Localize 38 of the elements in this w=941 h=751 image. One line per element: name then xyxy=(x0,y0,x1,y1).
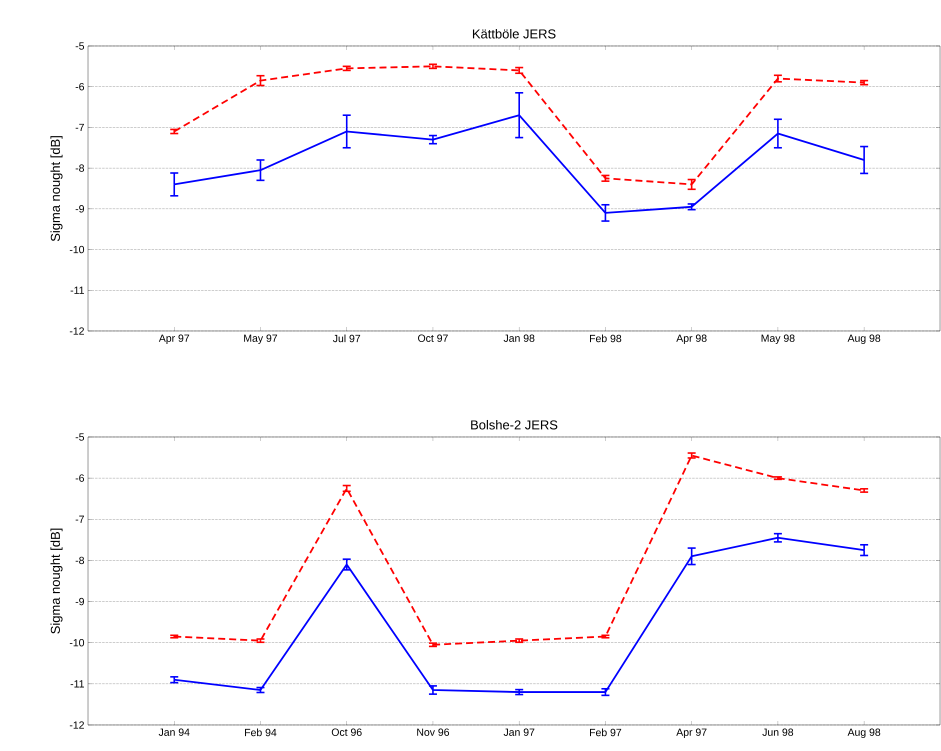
x-tick-label: Nov 96 xyxy=(417,728,450,736)
y-tick-label: -8 xyxy=(76,164,84,172)
y-tick-label: -7 xyxy=(76,516,84,523)
x-tick-label: Aug 98 xyxy=(848,334,880,344)
x-tick-label: Apr 97 xyxy=(676,728,707,738)
y-tick-label: -11 xyxy=(70,680,84,688)
x-tick-label: May 97 xyxy=(244,334,278,344)
chart-title: Kättböle JERS xyxy=(472,28,556,38)
y-tick-label: -8 xyxy=(76,556,84,564)
y-tick-label: -12 xyxy=(70,721,84,729)
y-tick-label: -5 xyxy=(76,42,84,50)
x-tick-label: Oct 96 xyxy=(332,728,362,736)
y-axis-title: Sigma nought [dB] xyxy=(50,528,63,634)
y-tick-label: -7 xyxy=(76,124,84,132)
y-axis-title: Sigma nought [dB] xyxy=(50,136,63,242)
y-tick-label: -12 xyxy=(70,327,84,335)
chart-title: Bolshe-2 JERS xyxy=(471,420,558,430)
y-tick-label: -11 xyxy=(70,286,84,294)
x-tick-label: Oct 97 xyxy=(418,334,448,342)
x-tick-label: Apr 97 xyxy=(158,334,190,344)
x-tick-label: Feb 98 xyxy=(590,334,622,342)
x-tick-label: Feb 97 xyxy=(590,728,622,736)
y-tick-label: -10 xyxy=(70,246,84,254)
y-tick-label: -9 xyxy=(76,205,84,213)
x-tick-label: Jan 98 xyxy=(504,334,534,342)
x-tick-label: Apr 98 xyxy=(676,334,707,344)
y-tick-label: -6 xyxy=(76,474,84,482)
y-tick-label: -5 xyxy=(76,433,84,441)
y-tick-label: -9 xyxy=(76,598,84,606)
x-tick-label: Aug 98 xyxy=(848,728,880,738)
x-tick-label: Jan 94 xyxy=(158,728,190,736)
x-tick-label: Jun 98 xyxy=(762,728,794,736)
x-tick-label: May 98 xyxy=(762,334,795,344)
y-tick-label: -6 xyxy=(76,83,84,90)
x-tick-label: Jan 97 xyxy=(504,728,534,736)
x-tick-label: Feb 94 xyxy=(245,728,276,736)
x-tick-label: Jul 97 xyxy=(332,334,360,342)
y-tick-label: -10 xyxy=(70,639,84,646)
